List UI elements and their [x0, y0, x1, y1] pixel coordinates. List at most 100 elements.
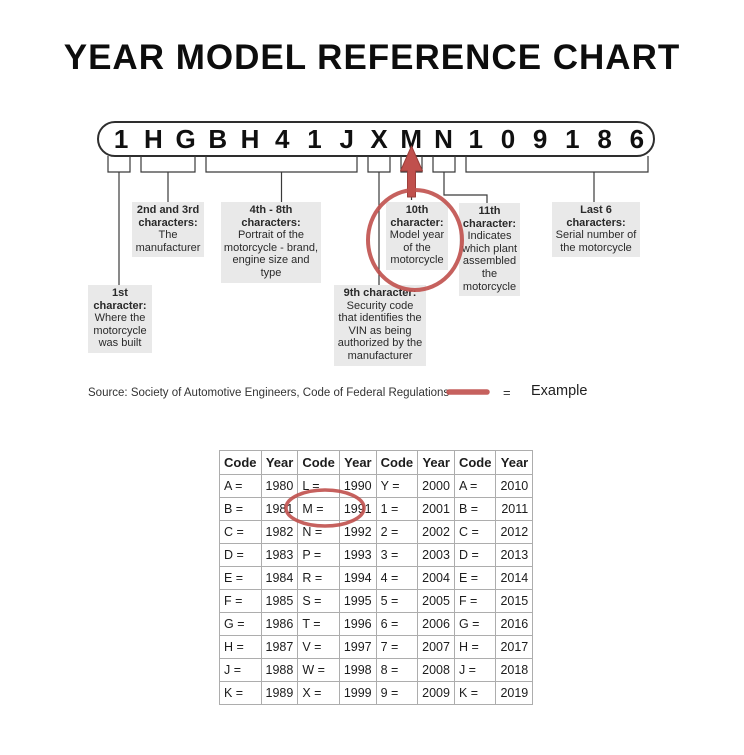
code-cell: H = — [219, 635, 262, 659]
year-cell: 2015 — [495, 589, 534, 613]
table-body: A = 1980 L = 1990 Y = 2000 A = 2010 B = 1981 M = 19… — [219, 474, 534, 705]
bracket-2nd-3rd-characters — [140, 156, 196, 173]
code-cell: 4 = — [375, 566, 419, 590]
bracket-9th-character — [367, 156, 391, 173]
bracket-10th-character — [400, 156, 423, 173]
code-cell: B = — [219, 497, 262, 521]
callout-10th-character: 10th character: Model year of the motorc… — [386, 202, 448, 270]
callout-heading: Last 6 characters: — [566, 204, 626, 229]
year-cell: 1996 — [338, 612, 377, 636]
year-cell: 2001 — [417, 497, 455, 521]
year-cell: 2018 — [495, 658, 534, 682]
code-cell: R = — [297, 566, 340, 590]
year-cell: 2008 — [417, 658, 455, 682]
year-cell: 2009 — [417, 681, 455, 705]
year-cell: 1998 — [338, 658, 377, 682]
callout-2nd-3rd-characters: 2nd and 3rd characters: The manufacturer — [132, 202, 204, 258]
bracket-1st-character — [107, 156, 131, 173]
connector-11th-character — [443, 172, 488, 203]
table-row: H = 1987 V = 1997 7 = 2007 H = 2017 — [219, 635, 534, 659]
code-cell: X = — [297, 681, 340, 705]
vin-character: 6 — [629, 124, 645, 154]
code-cell: K = — [453, 681, 497, 705]
code-cell: J = — [453, 658, 497, 682]
callout-9th-character: 9th character: Security code that identi… — [334, 285, 426, 366]
code-cell: 7 = — [375, 635, 419, 659]
code-cell: E = — [219, 566, 262, 590]
page-title: YEAR MODEL REFERENCE CHART — [63, 38, 681, 77]
code-cell: P = — [297, 543, 340, 567]
callout-heading: 1st character: — [93, 287, 147, 312]
table-header: Code Year Code Year Code Year Code Year — [219, 450, 534, 475]
callout-body: The manufacturer — [135, 229, 201, 254]
code-cell: S = — [297, 589, 340, 613]
year-cell: 2002 — [417, 520, 455, 544]
year-cell: 1981 — [260, 497, 299, 521]
column-header-code: Code — [219, 450, 262, 475]
column-header-code: Code — [297, 450, 340, 475]
source-line: Source: Society of Automotive Engineers,… — [88, 387, 450, 399]
callout-heading: 9th character: — [343, 287, 417, 299]
vin-character: G — [175, 124, 196, 154]
year-code-table: Code Year Code Year Code Year Code Year A = 1980… — [219, 450, 534, 705]
vin-character: X — [370, 124, 388, 154]
table-row: J = 1988 W = 1998 8 = 2008 J = 2018 — [219, 658, 534, 682]
year-cell: 1983 — [260, 543, 299, 567]
year-cell: 2003 — [417, 543, 455, 567]
code-cell: 3 = — [375, 543, 419, 567]
vin-character: B — [208, 124, 228, 154]
vin-character: 0 — [500, 124, 516, 154]
code-cell: F = — [219, 589, 262, 613]
year-cell: 2017 — [495, 635, 534, 659]
table-row: A = 1980 L = 1990 Y = 2000 A = 2010 — [219, 474, 534, 498]
code-cell: C = — [219, 520, 262, 544]
year-cell: 1990 — [338, 474, 377, 498]
code-cell: L = — [297, 474, 340, 498]
code-cell: T = — [297, 612, 340, 636]
year-cell: 1999 — [338, 681, 377, 705]
table-row: E = 1984 R = 1994 4 = 2004 E = 2014 — [219, 566, 534, 590]
year-cell: 1997 — [338, 635, 377, 659]
year-cell: 2012 — [495, 520, 534, 544]
code-cell: V = — [297, 635, 340, 659]
year-cell: 1986 — [260, 612, 299, 636]
year-cell: 1994 — [338, 566, 377, 590]
code-cell: G = — [453, 612, 497, 636]
vin-character: 1 — [565, 124, 580, 154]
code-cell: 8 = — [375, 658, 419, 682]
table-row: D = 1983 P = 1993 3 = 2003 D = 2013 — [219, 543, 534, 567]
callout-body: Indicates which plant assembled the moto… — [461, 230, 518, 293]
code-cell: C = — [453, 520, 497, 544]
year-cell: 2007 — [417, 635, 455, 659]
year-cell: 1980 — [260, 474, 299, 498]
year-cell: 2013 — [495, 543, 534, 567]
callout-heading: 11th character: — [462, 205, 517, 230]
year-cell: 2019 — [495, 681, 534, 705]
callout-last-6-characters: Last 6 characters: Serial number of the … — [552, 202, 640, 258]
code-cell: 1 = — [375, 497, 419, 521]
year-cell: 1985 — [260, 589, 299, 613]
year-cell: 2004 — [417, 566, 455, 590]
column-header-code: Code — [453, 450, 497, 475]
year-cell: 1995 — [338, 589, 377, 613]
callout-body: Serial number of the motorcycle — [555, 229, 637, 254]
legend-label: Example — [531, 383, 588, 399]
callout-heading: 4th - 8th characters: — [241, 204, 301, 229]
callout-heading: 2nd and 3rd characters: — [136, 204, 200, 229]
code-cell: A = — [453, 474, 497, 498]
bracket-4th-8th-characters — [205, 156, 358, 173]
year-cell: 1991 — [338, 497, 377, 521]
column-header-year: Year — [260, 450, 299, 475]
year-cell: 1987 — [260, 635, 299, 659]
vin-character: 9 — [532, 124, 548, 154]
code-cell: D = — [453, 543, 497, 567]
callout-4th-8th-characters: 4th - 8th characters: Portrait of the mo… — [221, 202, 321, 283]
code-cell: F = — [453, 589, 497, 613]
vin-character: 8 — [597, 124, 612, 154]
code-cell: G = — [219, 612, 262, 636]
year-cell: 1984 — [260, 566, 299, 590]
year-cell: 2010 — [495, 474, 534, 498]
table-row: G = 1986 T = 1996 6 = 2006 G = 2016 — [219, 612, 534, 636]
vin-character: 1 — [113, 124, 129, 154]
